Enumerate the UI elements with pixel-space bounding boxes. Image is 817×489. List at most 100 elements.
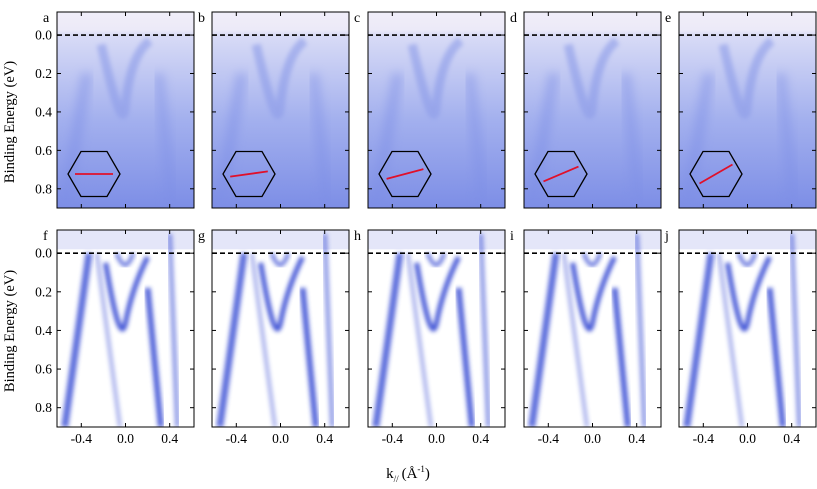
x-tick-label: -0.4 (538, 431, 560, 446)
above-ef-noise (368, 230, 505, 250)
x-label-unit: (Å (402, 466, 418, 482)
x-tick-label: 0.0 (584, 431, 601, 446)
band-steep-right (299, 287, 319, 427)
band-v-shape (103, 255, 150, 332)
brillouin-zone-hexagon (534, 150, 588, 198)
band-outer-left (683, 252, 715, 427)
band-outer-right (775, 72, 799, 208)
electron-pocket (114, 252, 136, 267)
y-tick-label: 0.6 (35, 362, 52, 377)
x-tick-label: 0.4 (628, 431, 645, 446)
x-tick-label: 0.0 (739, 431, 756, 446)
band-outer-left (61, 252, 93, 427)
panel-label: d (510, 11, 517, 26)
band-outer-right (789, 233, 802, 427)
y-tick-label: 0.8 (35, 181, 52, 196)
band-v-shape (407, 37, 464, 119)
band-outer-left (370, 72, 403, 208)
band-outer-left (216, 252, 248, 427)
band-v-shape (258, 255, 305, 332)
band-outer-left (372, 252, 404, 427)
panel-label: f (43, 229, 48, 244)
above-ef-noise (524, 230, 661, 250)
band-v-shape (414, 255, 461, 332)
x-tick-label: -0.4 (693, 431, 715, 446)
band-outer-left (526, 72, 559, 208)
band-v-shape (251, 37, 308, 119)
panel-c: c (354, 11, 506, 209)
panel-a: a (43, 11, 195, 209)
band-v-shape (570, 255, 617, 332)
panel-f: f (43, 229, 195, 428)
y-tick-label: 0.2 (35, 66, 52, 81)
x-tick-label: 0.4 (783, 431, 800, 446)
band-outer-right (478, 233, 491, 427)
electron-pocket (581, 252, 603, 267)
panel-label: e (665, 11, 671, 26)
band-inner-left (561, 252, 589, 427)
y-tick-label: 0.8 (35, 400, 52, 415)
x-label-close: ) (425, 466, 430, 482)
y-tick-label: 0.0 (35, 28, 52, 43)
y-tick-label: 0.4 (35, 323, 52, 338)
band-outer-left (59, 72, 92, 208)
band-steep-right (455, 287, 475, 427)
electron-pocket (269, 252, 291, 267)
band-steep-right (144, 287, 164, 427)
y-axis-label-top: Binding Energy (eV) (2, 61, 18, 183)
brillouin-zone-hexagon (689, 150, 743, 198)
brillouin-zone-hexagon (378, 150, 432, 198)
band-outer-right (308, 72, 332, 208)
band-outer-right (620, 72, 644, 208)
band-steep-right (766, 287, 786, 427)
y-axis-label-bottom: Binding Energy (eV) (2, 270, 18, 392)
panel-label: i (510, 229, 514, 244)
band-v-shape (563, 37, 620, 119)
panel-label: b (198, 11, 205, 26)
cut-line (230, 170, 268, 178)
band-outer-right (167, 233, 180, 427)
band-inner-left (94, 252, 122, 427)
band-inner-left (405, 252, 433, 427)
band-inner-left (249, 252, 277, 427)
brillouin-zone-hexagon (222, 150, 276, 198)
x-label-sup: -1 (417, 464, 425, 474)
panel-e: e (665, 11, 817, 209)
band-outer-left (528, 252, 560, 427)
band-v-shape (718, 37, 775, 119)
cut-line (386, 168, 424, 180)
band-outer-right (634, 233, 647, 427)
panel-b: b (198, 11, 350, 209)
band-inner-left (716, 252, 744, 427)
band-outer-right (153, 72, 177, 208)
band-outer-left (681, 72, 714, 208)
x-tick-label: 0.4 (161, 431, 178, 446)
panel-label: a (43, 11, 50, 26)
panel-g: g (198, 229, 350, 428)
band-v-shape (725, 255, 772, 332)
panel-j: j (664, 229, 817, 428)
band-outer-right (322, 233, 335, 427)
panel-i: i (510, 229, 662, 428)
y-tick-label: 0.4 (35, 104, 52, 119)
above-ef-noise (57, 230, 194, 250)
panel-label: c (354, 11, 360, 26)
above-ef-noise (212, 230, 349, 250)
x-tick-label: -0.4 (382, 431, 404, 446)
electron-pocket (425, 252, 447, 267)
x-tick-label: 0.4 (316, 431, 333, 446)
electron-pocket (736, 252, 758, 267)
y-tick-label: 0.6 (35, 143, 52, 158)
brillouin-zone-hexagon (67, 150, 121, 198)
x-tick-label: 0.0 (428, 431, 445, 446)
panel-d: d (510, 11, 662, 209)
above-ef-noise (679, 230, 816, 250)
band-outer-left (214, 72, 247, 208)
x-tick-label: 0.0 (272, 431, 289, 446)
panel-label: g (198, 229, 205, 244)
x-label-k: k (386, 466, 394, 482)
band-v-shape (96, 37, 153, 119)
cut-line (699, 163, 733, 185)
x-tick-label: -0.4 (226, 431, 248, 446)
